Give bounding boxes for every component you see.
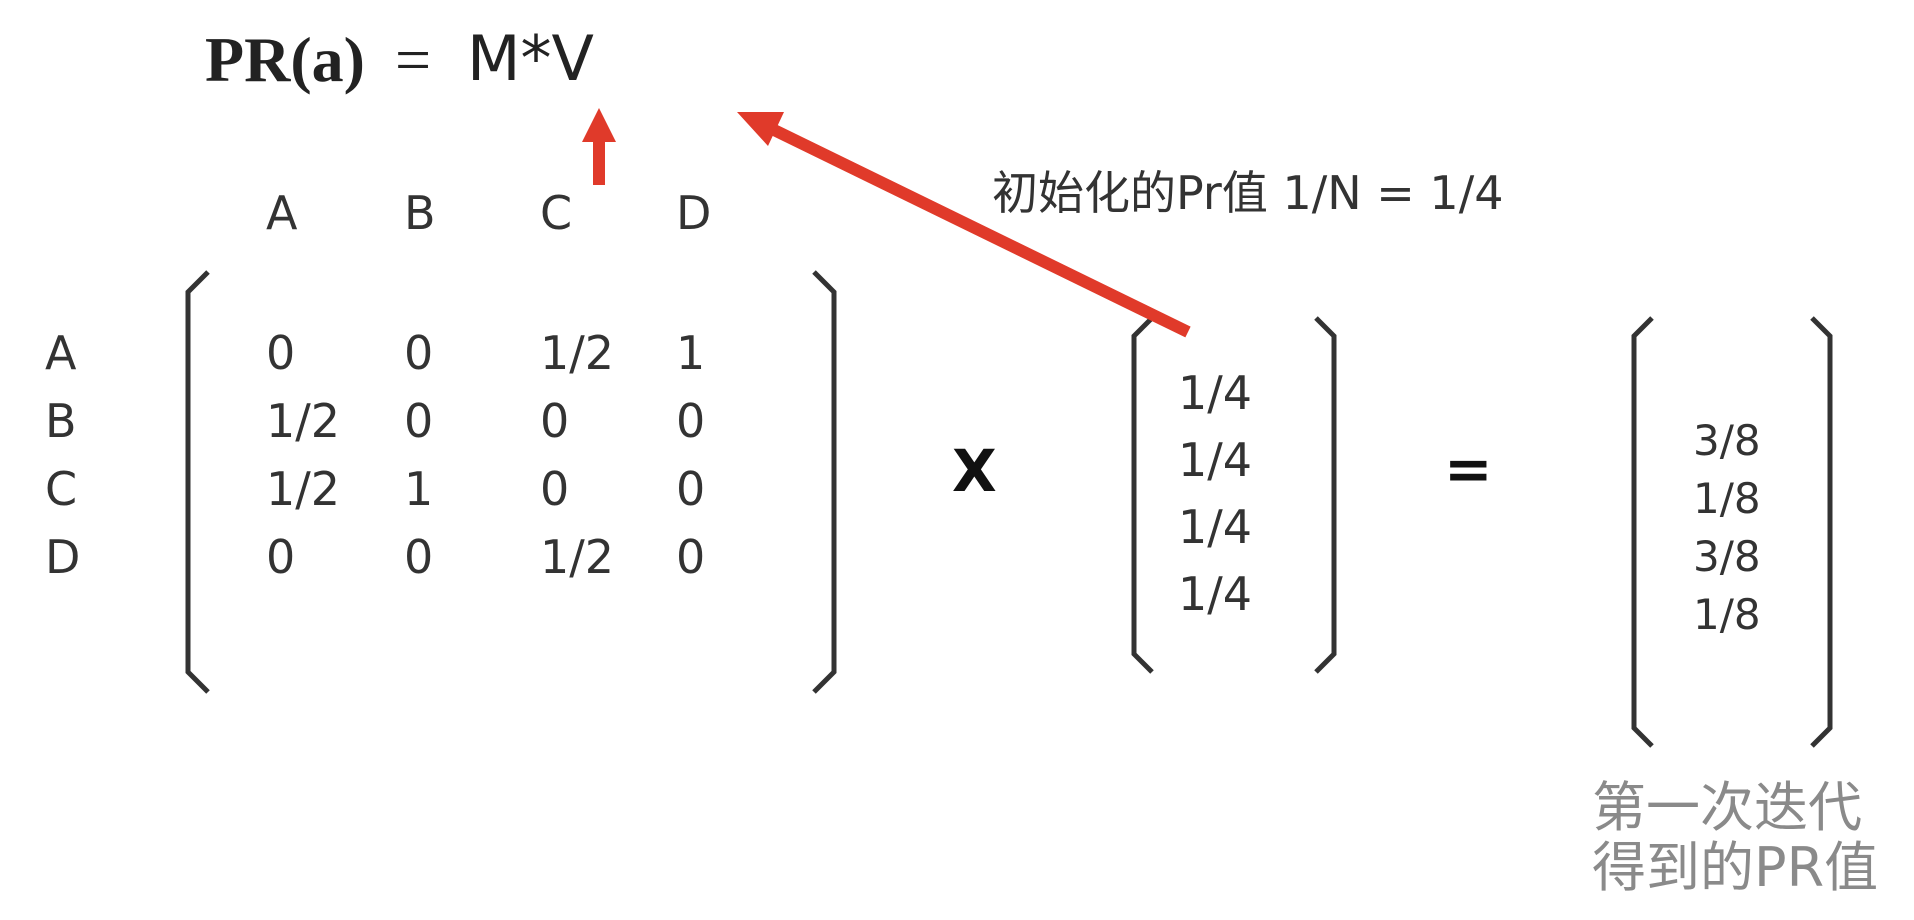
- multiply-sign: X: [952, 437, 997, 505]
- row-header-d: D: [45, 530, 81, 584]
- col-header-b: B: [404, 186, 436, 240]
- equals-sign: =: [1444, 435, 1493, 503]
- vector-entry: 1/4: [1178, 433, 1253, 487]
- col-header-c: C: [540, 186, 573, 240]
- vector-entry: 1/4: [1178, 366, 1253, 420]
- init-annotation: 初始化的Pr值 1/N = 1/4: [992, 166, 1504, 220]
- matrix-cell: 0: [676, 530, 706, 584]
- row-header-b: B: [45, 394, 77, 448]
- matrix-cell: 0: [266, 326, 296, 380]
- arrow-up-icon: [582, 108, 616, 185]
- col-header-d: D: [676, 186, 712, 240]
- matrix-cell: 0: [540, 462, 570, 516]
- result-entry: 3/8: [1693, 532, 1761, 581]
- matrix-cell: 1/2: [266, 394, 341, 448]
- result-left-bracket: [1631, 316, 1654, 748]
- result-entry: 1/8: [1693, 474, 1761, 523]
- matrix-left-bracket: [185, 270, 210, 694]
- matrix-cell: 0: [540, 394, 570, 448]
- caption-line-2: 得到的PR值: [1592, 836, 1879, 900]
- matrix-cell: 1/2: [540, 530, 615, 584]
- caption-line-1: 第一次迭代: [1592, 776, 1862, 839]
- matrix-cell: 1/2: [266, 462, 341, 516]
- vector-entry: 1/4: [1178, 567, 1253, 621]
- vector-left-bracket: [1131, 316, 1154, 674]
- matrix-cell: 0: [404, 394, 434, 448]
- vector-entry: 1/4: [1178, 500, 1253, 554]
- col-header-a: A: [266, 186, 298, 240]
- row-header-a: A: [45, 326, 77, 380]
- matrix-cell: 0: [404, 326, 434, 380]
- row-header-c: C: [45, 462, 78, 516]
- matrix-cell: 0: [676, 394, 706, 448]
- formula-equals: =: [394, 24, 432, 95]
- result-entry: 3/8: [1693, 416, 1761, 465]
- matrix-cell: 1/2: [540, 326, 615, 380]
- vector-right-bracket: [1314, 316, 1337, 674]
- matrix-cell: 1: [676, 326, 706, 380]
- arrow-to-v-icon: [737, 112, 1191, 338]
- formula-lhs: PR(a): [205, 24, 365, 95]
- result-right-bracket: [1810, 316, 1833, 748]
- formula-rhs: M*V: [467, 22, 594, 95]
- result-caption: 第一次迭代 得到的PR值: [1592, 776, 1912, 900]
- result-entry: 1/8: [1693, 590, 1761, 639]
- matrix-right-bracket: [812, 270, 837, 694]
- matrix-cell: 0: [266, 530, 296, 584]
- matrix-cell: 0: [404, 530, 434, 584]
- matrix-cell: 0: [676, 462, 706, 516]
- formula: PR(a) = M*V: [205, 28, 594, 92]
- matrix-cell: 1: [404, 462, 434, 516]
